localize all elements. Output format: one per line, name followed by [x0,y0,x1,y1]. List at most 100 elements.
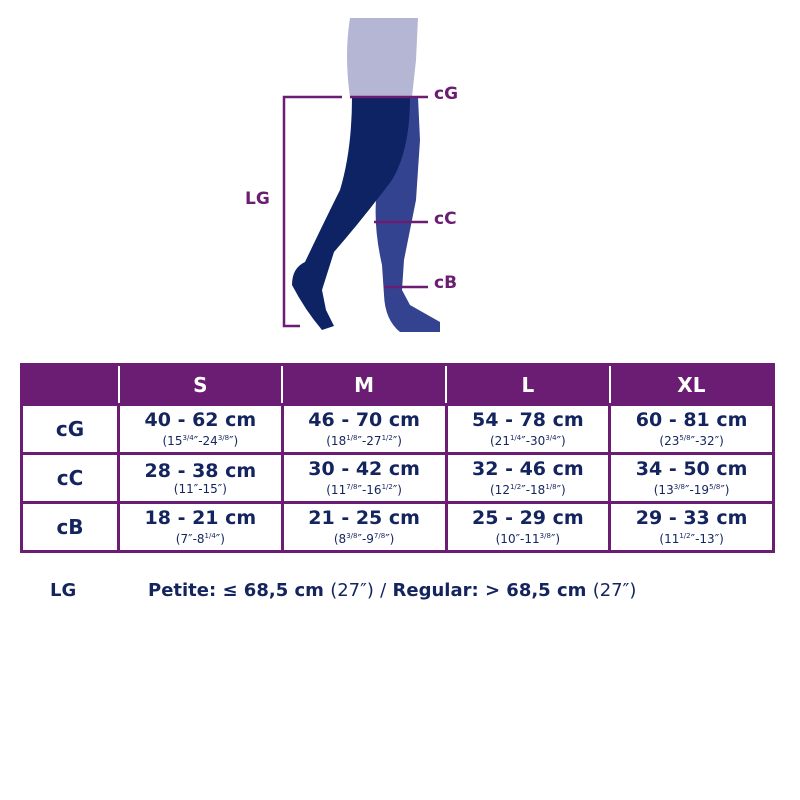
inch-text: ″-16 [357,483,382,497]
inch-fraction: 7/8 [373,532,386,540]
inch-text: ″-19 [684,483,710,497]
inch-fraction: 3/8 [346,532,358,540]
inch-range: (117/8″-161/2″) [284,480,445,497]
inch-text: ″) [556,434,566,448]
inch-text: ″-32″) [690,434,724,448]
regular-inch: (27″) [592,580,637,601]
size-cell: 34 - 50 cm (133/8″-195/8″) [608,452,775,504]
inch-fraction: 1/4 [204,532,216,540]
inch-range: (10″-113/8″) [448,529,609,546]
inch-range: (133/8″-195/8″) [611,480,772,497]
leg-measurement-illustration [282,18,440,332]
inch-fraction: 1/8 [545,483,557,491]
inch-range: (121/2″-181/8″) [448,480,609,497]
lg-label: LG [245,189,270,209]
size-header: S [117,363,284,406]
row-label: cG [20,403,120,455]
inch-fraction: 3/4 [182,434,194,442]
inch-range: (111/2″-13″) [611,529,772,546]
cm-range: 28 - 38 cm [144,459,257,482]
corner-header [20,363,120,406]
inch-text: ″) [215,532,225,546]
size-cell: 18 - 21 cm (7″-81/4″) [117,501,284,553]
inch-text: (12 [490,483,510,497]
inch-text: ″-13″) [690,532,724,546]
inch-fraction: 3/4 [545,434,557,442]
size-cell: 54 - 78 cm (211/4″-303/4″) [444,403,612,455]
cm-range: 18 - 21 cm [144,507,257,529]
table-row: cG 40 - 62 cm (153/4″-243/8″) 46 - 70 cm (18… [20,403,775,455]
inch-text: ″-9 [357,532,374,546]
cm-range: 30 - 42 cm [308,458,420,480]
row-label: cC [20,452,120,504]
size-cell: 30 - 42 cm (117/8″-161/2″) [280,452,448,504]
inch-text: ″) [720,483,730,497]
inch-fraction: 1/2 [381,434,393,442]
inch-text: (21 [490,434,510,448]
inch-fraction: 1/2 [381,483,393,491]
inch-fraction: 1/2 [679,532,691,540]
inch-range: (181/8″-271/2″) [284,431,445,448]
inch-fraction: 3/8 [217,434,230,442]
size-cell: 25 - 29 cm (10″-113/8″) [444,501,612,553]
inch-text: ″) [229,434,239,448]
inch-fraction: 1/2 [509,483,522,491]
inch-fraction: 5/8 [709,483,721,491]
cm-range: 54 - 78 cm [472,409,584,431]
inch-text: (15 [162,434,183,448]
size-cell: 46 - 70 cm (181/8″-271/2″) [280,403,448,455]
size-header: M [281,363,447,406]
inch-range: (83/8″-97/8″) [284,529,445,546]
cm-range: 34 - 50 cm [635,458,748,480]
inch-text: (13 [653,483,674,497]
table-row: cB 18 - 21 cm (7″-81/4″) 21 - 25 cm (83/8″-9… [20,501,775,553]
inch-fraction: 1/4 [509,434,522,442]
inch-text: (23 [659,434,680,448]
size-cell: 29 - 33 cm (111/2″-13″) [608,501,775,553]
table-row: cC 28 - 38 cm (11″-15″) 30 - 42 cm (117/8″-1… [20,452,775,504]
inch-text: (11″-15″) [173,481,227,496]
size-chart-table: S M L XL cG 40 - 62 cm (153/4″-243/8″) 46 - 70… [20,363,775,553]
inch-range: (211/4″-303/4″) [448,431,609,448]
size-cell: 40 - 62 cm (153/4″-243/8″) [117,403,284,455]
cm-range: 25 - 29 cm [472,507,584,529]
inch-range: (235/8″-32″) [611,431,772,448]
size-cell: 21 - 25 cm (83/8″-97/8″) [280,501,448,553]
regular-range: Regular: > 68,5 cm [392,580,587,601]
cm-range: 46 - 70 cm [308,409,420,431]
inch-text: ″-27 [357,434,382,448]
lg-bracket [282,95,342,328]
inch-text: (10″-11 [495,532,540,546]
cm-range: 60 - 81 cm [635,409,748,431]
cm-range: 21 - 25 cm [308,507,420,529]
footer-lg-label: LG [50,580,77,601]
cg-label: cG [434,84,459,104]
inch-text: (11 [326,483,347,497]
inch-fraction: 3/8 [673,483,685,491]
separator: / [380,580,387,601]
cc-label: cC [434,209,457,229]
inch-text: ″) [392,483,402,497]
inch-range: (7″-81/4″) [120,529,281,546]
inch-text: ″) [392,434,402,448]
inch-text: (18 [326,434,347,448]
inch-fraction: 3/8 [539,532,551,540]
petite-range: Petite: ≤ 68,5 cm [148,580,324,601]
size-header: XL [608,363,775,406]
thigh-skin [347,18,418,97]
inch-text: ″-24 [193,434,218,448]
cb-label: cB [434,273,458,293]
front-leg-stocking [292,97,410,330]
inch-text: ″) [556,483,566,497]
inch-text: ″-18 [521,483,546,497]
inch-text: ″-30 [521,434,546,448]
inch-fraction: 1/8 [346,434,358,442]
petite-inch: (27″) [330,580,374,601]
cm-range: 29 - 33 cm [635,507,748,529]
inch-text: ″) [550,532,561,546]
row-label: cB [20,501,120,553]
inch-range: (11″-15″) [120,482,281,496]
size-cell: 60 - 81 cm (235/8″-32″) [608,403,775,455]
inch-fraction: 5/8 [679,434,691,442]
size-header: L [445,363,611,406]
